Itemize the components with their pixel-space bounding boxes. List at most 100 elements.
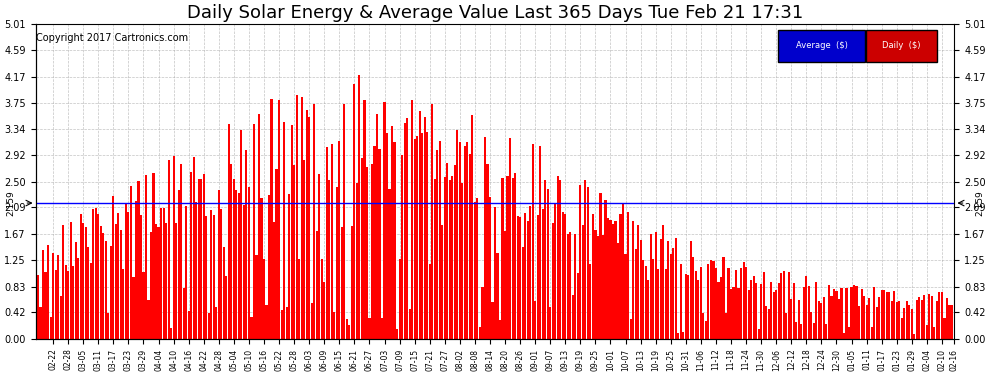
Bar <box>948 306 950 339</box>
Bar <box>82 224 84 339</box>
Bar <box>223 247 225 339</box>
Bar <box>680 264 682 339</box>
Bar <box>559 180 561 339</box>
Bar <box>421 133 424 339</box>
Bar <box>250 316 252 339</box>
Bar <box>880 290 883 339</box>
Bar <box>125 202 127 339</box>
Bar <box>652 259 654 339</box>
Bar <box>838 298 841 339</box>
Bar <box>723 256 725 339</box>
Bar <box>499 320 501 339</box>
Bar <box>765 306 767 339</box>
Bar <box>203 174 205 339</box>
Bar <box>936 300 938 339</box>
Bar <box>491 302 494 339</box>
Bar <box>775 290 777 339</box>
Bar <box>386 133 388 339</box>
Bar <box>448 180 450 339</box>
Bar <box>657 268 659 339</box>
Bar <box>607 218 609 339</box>
Bar <box>484 137 486 339</box>
Bar <box>566 234 569 339</box>
Bar <box>780 273 782 339</box>
Bar <box>750 280 752 339</box>
Bar <box>640 240 642 339</box>
Bar <box>848 327 850 339</box>
Bar <box>135 201 137 339</box>
Bar <box>401 155 403 339</box>
Bar <box>72 266 74 339</box>
Bar <box>278 100 280 339</box>
Bar <box>123 269 125 339</box>
Bar <box>200 178 202 339</box>
Bar <box>667 241 669 339</box>
Bar <box>831 296 833 339</box>
Bar <box>532 144 534 339</box>
Bar <box>190 172 192 339</box>
Bar <box>891 301 893 339</box>
Bar <box>494 207 496 339</box>
Bar <box>828 285 830 339</box>
Bar <box>162 208 164 339</box>
Bar <box>74 242 77 339</box>
Bar <box>350 226 353 339</box>
Bar <box>451 176 453 339</box>
Bar <box>524 213 527 339</box>
Bar <box>556 176 558 339</box>
Bar <box>728 268 730 339</box>
Bar <box>329 180 331 339</box>
Bar <box>285 307 288 339</box>
Bar <box>522 247 524 339</box>
Bar <box>112 196 115 339</box>
Bar <box>649 234 651 339</box>
Bar <box>589 264 591 339</box>
Bar <box>708 264 710 339</box>
Bar <box>718 282 720 339</box>
Bar <box>175 223 177 339</box>
Bar <box>842 333 845 339</box>
Bar <box>919 297 921 339</box>
Bar <box>502 178 504 339</box>
Bar <box>432 105 434 339</box>
Bar <box>318 174 321 339</box>
Bar <box>140 215 142 339</box>
FancyBboxPatch shape <box>866 30 937 62</box>
Bar <box>813 323 815 339</box>
Bar <box>358 75 360 339</box>
Bar <box>469 153 471 339</box>
Bar <box>924 295 926 339</box>
Bar <box>662 225 664 339</box>
Bar <box>687 274 689 339</box>
Bar <box>659 239 661 339</box>
Bar <box>461 183 463 339</box>
Bar <box>458 142 461 339</box>
Bar <box>757 329 759 339</box>
Bar <box>855 286 857 339</box>
Bar <box>715 267 717 339</box>
Text: Daily  ($): Daily ($) <box>882 41 921 50</box>
Bar <box>437 150 439 339</box>
Bar <box>368 318 370 339</box>
Bar <box>453 165 455 339</box>
Bar <box>265 305 267 339</box>
Bar <box>67 271 69 339</box>
Bar <box>587 188 589 339</box>
Bar <box>185 207 187 339</box>
Bar <box>243 205 245 339</box>
Bar <box>388 189 391 339</box>
Bar <box>594 230 597 339</box>
Bar <box>57 255 59 339</box>
Bar <box>182 288 185 339</box>
Bar <box>845 288 847 339</box>
Bar <box>220 209 223 339</box>
Bar <box>896 302 898 339</box>
Bar <box>268 195 270 339</box>
Text: Copyright 2017 Cartronics.com: Copyright 2017 Cartronics.com <box>37 33 188 43</box>
Bar <box>411 100 413 339</box>
Bar <box>241 130 243 339</box>
Bar <box>760 285 762 339</box>
Bar <box>355 183 358 339</box>
Bar <box>790 299 792 339</box>
Bar <box>669 255 672 339</box>
